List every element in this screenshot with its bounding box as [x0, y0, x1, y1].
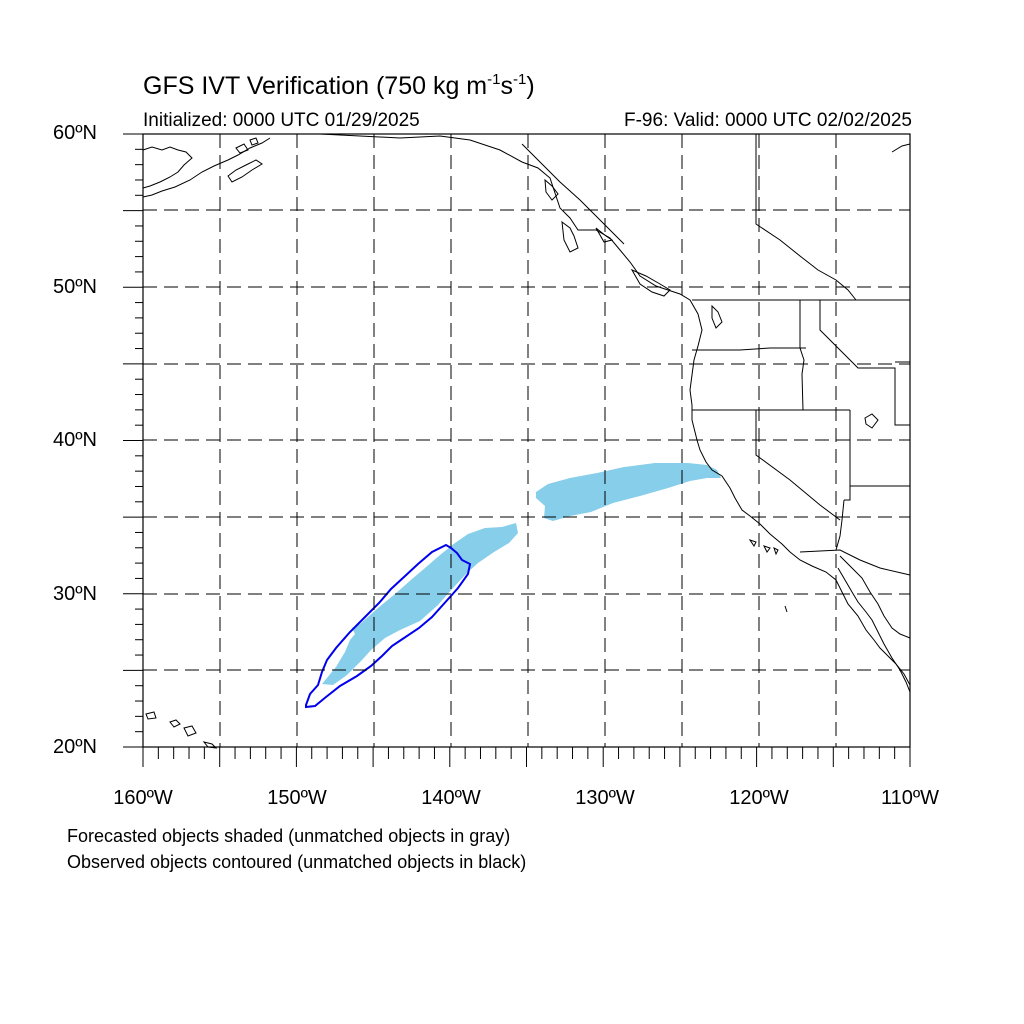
lon-label-140w: 140ºW	[421, 787, 481, 809]
lat-label-40n: 40ºN	[53, 429, 97, 451]
oregon-washington-border	[692, 347, 806, 351]
observed-note: Observed objects contoured (unmatched ob…	[67, 852, 527, 872]
hudson-bay-edge	[891, 143, 911, 153]
north-coast	[319, 133, 911, 686]
lat-label-30n: 30ºN	[53, 583, 97, 605]
puget-sound	[711, 304, 723, 329]
guadalupe-island	[784, 605, 788, 613]
forecast-objects	[322, 463, 721, 685]
montana-border	[819, 300, 910, 426]
valid-time-label: F-96: Valid: 0000 UTC 02/02/2025	[624, 110, 912, 131]
alaska-west-coast	[142, 146, 193, 189]
alaska-panhandle-islands	[544, 178, 671, 297]
lat-label-60n: 60ºN	[53, 122, 97, 144]
arizona-west-border	[835, 499, 845, 551]
nevada-east-border	[844, 410, 851, 501]
great-salt-lake	[864, 413, 879, 429]
alaska-islands	[235, 137, 259, 154]
channel-islands	[748, 539, 779, 556]
lat-label-20n: 20ºN	[53, 736, 97, 758]
forecast-object-west	[322, 523, 518, 685]
us-mexico-border	[799, 549, 911, 576]
alaska-peninsula	[142, 137, 271, 198]
nevada-california-border	[755, 410, 841, 521]
coastlines	[142, 133, 911, 749]
gulf-of-california	[839, 555, 911, 639]
kodiak-island	[227, 159, 263, 183]
observed-object-contour	[305, 543, 472, 709]
graticule	[143, 134, 910, 747]
lat-label-50n: 50ºN	[53, 276, 97, 298]
map-title: GFS IVT Verification (750 kg m-1s-1)	[143, 71, 535, 100]
lon-label-110w: 110ºW	[880, 787, 940, 809]
lon-label-130w: 130ºW	[575, 787, 635, 809]
alaska-canada-border	[521, 143, 625, 245]
baja-peninsula	[837, 567, 911, 693]
axis-ticks	[123, 133, 911, 767]
hawaii-islands	[145, 711, 218, 749]
forecast-note: Forecasted objects shaded (unmatched obj…	[67, 826, 511, 846]
forecast-object-east	[536, 463, 721, 521]
idaho-border	[799, 300, 805, 411]
lon-label-160w: 160ºW	[113, 787, 173, 809]
init-time-label: Initialized: 0000 UTC 01/29/2025	[143, 110, 420, 131]
canada-internal-border	[755, 134, 857, 301]
lon-label-120w: 120ºW	[729, 787, 789, 809]
lon-label-150w: 150ºW	[267, 787, 327, 809]
